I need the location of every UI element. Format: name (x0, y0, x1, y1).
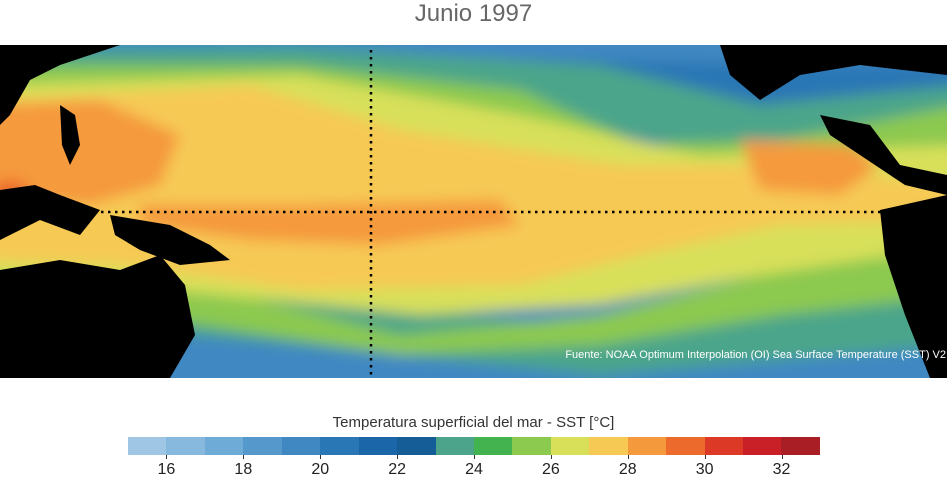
philippines (60, 105, 80, 165)
colorbar-tick-label: 30 (695, 461, 714, 478)
colorbar-tick-mark (397, 455, 399, 459)
colorbar-bin (473, 437, 513, 455)
colorbar-bin (166, 437, 205, 455)
colorbar-bin (781, 437, 820, 455)
colorbar-title: Temperatura superficial del mar - SST [°… (332, 414, 615, 431)
colorbar-bin (281, 437, 321, 455)
colorbar-tick-label: 16 (157, 461, 176, 478)
sst-map (0, 45, 947, 378)
hot-east (740, 140, 880, 195)
colorbar-tick-label: 24 (465, 461, 483, 478)
colorbar-tick-mark (704, 455, 706, 459)
colorbar-tick-mark (243, 455, 245, 459)
colorbar-bin (627, 437, 667, 455)
source-caption: Fuente: NOAA Optimum Interpolation (OI) … (565, 349, 946, 361)
colorbar-tick-mark (781, 455, 783, 459)
colorbar-tick-mark (474, 455, 475, 459)
colorbar-bin (243, 437, 282, 455)
colorbar (128, 437, 820, 455)
colorbar-ticks: 16 18 20 22 24 26 28 30 32 (0, 455, 947, 480)
new-guinea (110, 215, 230, 265)
colorbar-tick-mark (550, 455, 552, 459)
colorbar-bin (589, 437, 628, 455)
colorbar-tick-mark (627, 455, 629, 459)
colorbar-bin (358, 437, 398, 455)
australia (0, 255, 195, 378)
warm-pool (0, 85, 947, 290)
colorbar-bin (320, 437, 359, 455)
indonesia (0, 185, 100, 240)
north-america (720, 45, 947, 100)
colorbar-bin (397, 437, 436, 455)
colorbar-bin (435, 437, 474, 455)
colorbar-tick-label: 32 (772, 461, 791, 478)
south-america (880, 195, 947, 378)
colorbar-tick-label: 26 (541, 461, 560, 478)
colorbar-tick-label: 22 (388, 461, 406, 478)
equator-dateline-lines (10, 50, 890, 378)
colorbar-tick-label: 28 (618, 461, 637, 478)
central-america (820, 115, 947, 195)
colorbar-tick-mark (166, 455, 168, 459)
colorbar-bin (128, 437, 167, 455)
hot-west (0, 100, 180, 205)
colorbar-bin (704, 437, 743, 455)
colorbar-tick-label: 18 (234, 461, 253, 478)
colorbar-bin (512, 437, 551, 455)
colorbar-tick-label: 20 (311, 461, 330, 478)
colorbar-bin (666, 437, 705, 455)
land-masses (0, 45, 947, 378)
map-title: Junio 1997 (414, 0, 533, 27)
colorbar-bin (204, 437, 244, 455)
south-green-band (0, 248, 947, 375)
colorbar-bin (550, 437, 590, 455)
colorbar-tick-mark (320, 455, 322, 459)
asia-mainland (0, 45, 120, 125)
colorbar-bin (743, 437, 782, 455)
south-light-green (0, 228, 947, 355)
